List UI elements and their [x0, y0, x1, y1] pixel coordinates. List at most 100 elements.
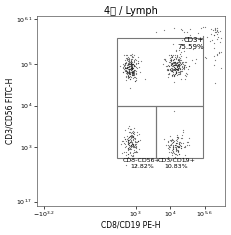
Point: [176, 149, 180, 153]
Point: [129, 134, 132, 138]
Point: [129, 134, 133, 137]
Point: [187, 143, 190, 147]
Point: [170, 66, 174, 70]
Point: [172, 73, 176, 77]
Point: [182, 67, 186, 71]
Point: [135, 130, 139, 134]
Point: [130, 142, 134, 146]
Point: [130, 73, 134, 76]
Point: [133, 75, 136, 79]
Point: [175, 135, 179, 139]
Point: [178, 60, 182, 64]
Point: [186, 67, 190, 71]
Point: [183, 63, 187, 67]
Point: [129, 153, 133, 157]
Point: [180, 64, 184, 68]
Point: [187, 64, 191, 68]
Point: [175, 144, 178, 147]
Point: [131, 135, 135, 139]
Point: [190, 59, 194, 62]
Point: [173, 63, 176, 67]
Point: [181, 62, 185, 66]
Point: [133, 141, 137, 144]
Point: [185, 30, 188, 34]
Point: [174, 68, 177, 72]
Point: [173, 143, 177, 147]
Point: [176, 63, 180, 66]
Point: [128, 147, 132, 151]
Point: [129, 140, 133, 144]
Point: [131, 137, 134, 141]
Point: [171, 70, 175, 74]
Point: [131, 142, 135, 146]
Point: [131, 153, 135, 157]
Point: [174, 138, 178, 142]
Point: [175, 133, 179, 137]
Point: [130, 65, 134, 69]
Point: [171, 141, 175, 144]
Point: [131, 131, 135, 134]
Point: [173, 67, 177, 70]
Point: [136, 61, 140, 65]
Point: [122, 135, 126, 138]
Point: [179, 69, 183, 73]
Point: [176, 70, 179, 74]
Point: [127, 146, 130, 149]
Point: [188, 27, 191, 31]
Point: [123, 68, 126, 71]
Point: [178, 61, 182, 65]
Point: [172, 143, 175, 147]
Point: [133, 150, 137, 153]
Point: [123, 142, 127, 145]
Point: [174, 62, 178, 65]
Point: [182, 30, 186, 34]
Point: [125, 69, 129, 73]
Point: [124, 139, 128, 143]
Point: [170, 137, 173, 141]
X-axis label: CD8/CD19 PE-H: CD8/CD19 PE-H: [101, 220, 161, 229]
Point: [177, 66, 181, 70]
Point: [181, 130, 185, 133]
Point: [132, 68, 136, 72]
Point: [176, 66, 180, 69]
Point: [176, 65, 179, 69]
Point: [169, 63, 173, 67]
Point: [131, 73, 135, 77]
Point: [124, 66, 128, 70]
Point: [132, 71, 136, 74]
Point: [131, 62, 134, 66]
Point: [133, 79, 137, 82]
Point: [170, 70, 174, 73]
Point: [171, 67, 175, 71]
Point: [178, 63, 182, 67]
Point: [129, 66, 132, 70]
Point: [178, 72, 181, 76]
Point: [177, 60, 180, 64]
Point: [196, 31, 199, 35]
Point: [130, 140, 134, 143]
Point: [178, 63, 181, 67]
Point: [131, 66, 135, 70]
Point: [123, 69, 127, 73]
Point: [183, 145, 186, 149]
Point: [170, 58, 173, 62]
Point: [182, 50, 186, 53]
Point: [173, 143, 177, 147]
Point: [130, 142, 134, 145]
Point: [213, 33, 216, 37]
Point: [171, 53, 175, 57]
Point: [124, 66, 128, 70]
Point: [134, 62, 138, 65]
Point: [175, 144, 179, 148]
Point: [183, 145, 187, 149]
Point: [175, 73, 179, 76]
Point: [168, 143, 172, 147]
Point: [161, 62, 164, 66]
Point: [126, 138, 130, 141]
Point: [127, 61, 131, 65]
Point: [125, 66, 129, 70]
Point: [179, 68, 182, 71]
Point: [125, 63, 129, 67]
Point: [175, 71, 178, 75]
Point: [137, 147, 140, 151]
